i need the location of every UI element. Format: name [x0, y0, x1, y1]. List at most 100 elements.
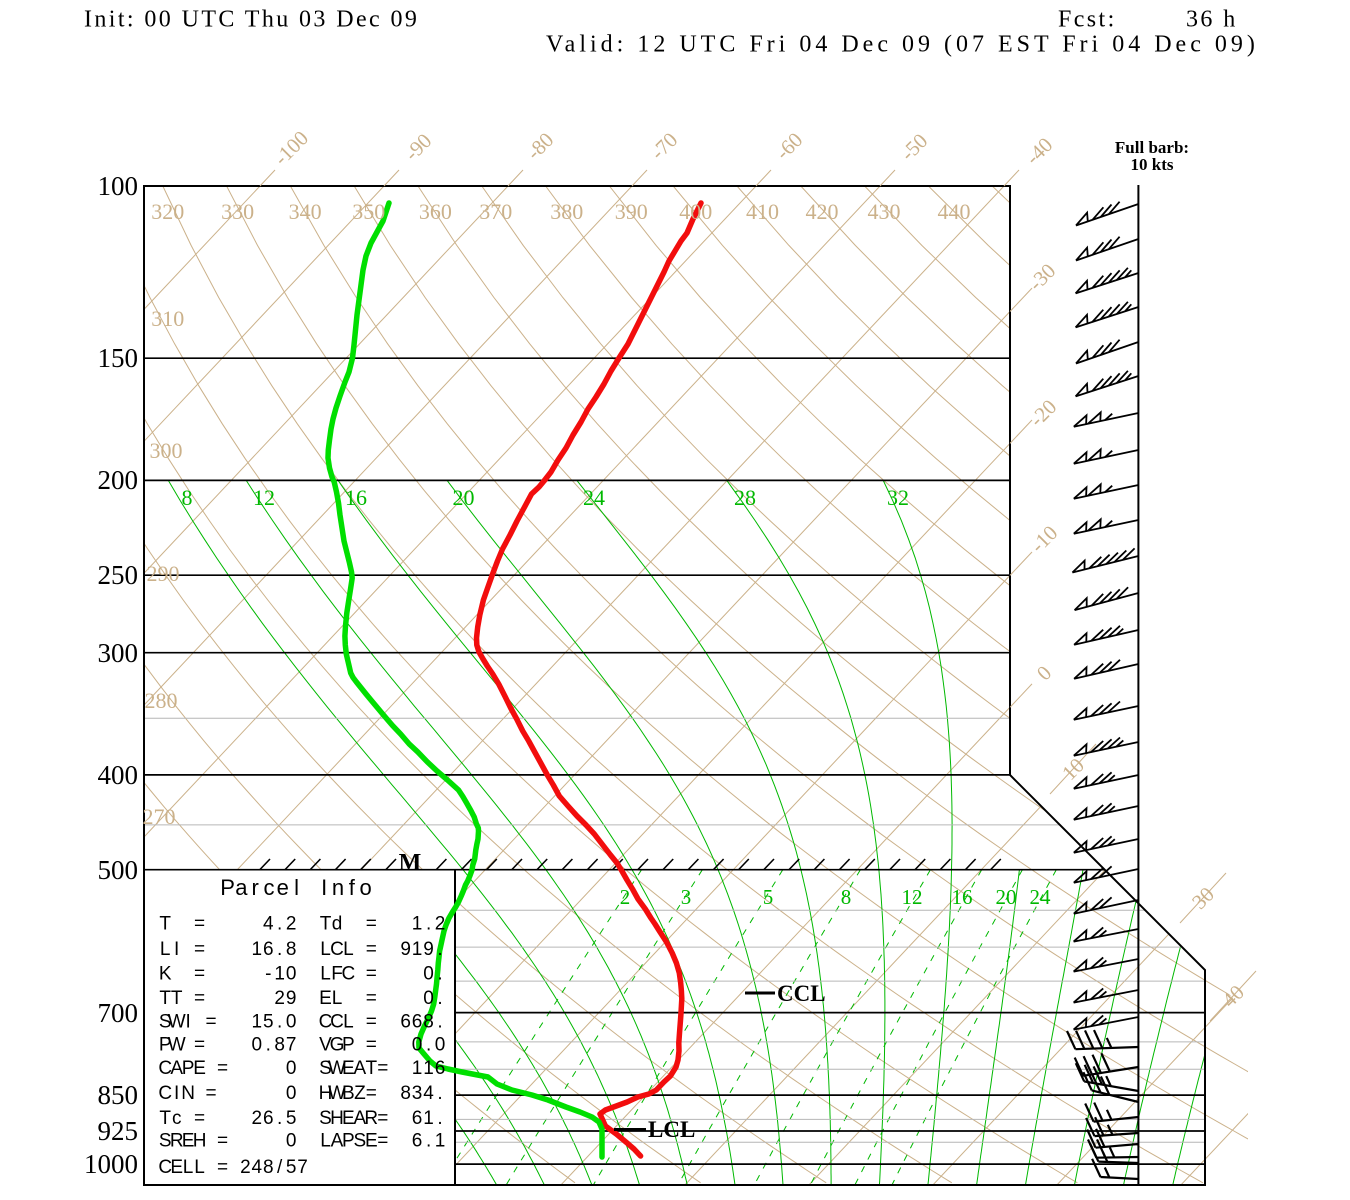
svg-text:=: =	[366, 939, 377, 960]
svg-text:20: 20	[453, 485, 475, 510]
svg-text:L: L	[320, 939, 331, 960]
svg-text:8: 8	[274, 1035, 285, 1056]
svg-text:8: 8	[841, 885, 852, 909]
svg-text:F: F	[331, 964, 343, 985]
svg-text:e: e	[277, 875, 289, 900]
svg-text:.: .	[437, 988, 442, 1009]
svg-text:c: c	[264, 875, 275, 900]
svg-text:.: .	[437, 939, 442, 960]
svg-text:M: M	[399, 850, 422, 876]
svg-text:G: G	[330, 1035, 345, 1056]
svg-text:1: 1	[412, 939, 423, 960]
svg-text:T: T	[320, 914, 332, 935]
svg-text:12: 12	[902, 885, 923, 909]
svg-text:C: C	[158, 1058, 172, 1079]
svg-text:0: 0	[435, 1035, 446, 1056]
svg-text:430: 430	[868, 199, 901, 224]
svg-text:R: R	[364, 1108, 378, 1129]
svg-text:320: 320	[151, 199, 184, 224]
svg-text:7: 7	[286, 1035, 297, 1056]
svg-text:=: =	[366, 988, 377, 1009]
svg-text:C: C	[330, 1011, 344, 1032]
svg-text:0: 0	[412, 1035, 423, 1056]
svg-text:300: 300	[98, 638, 139, 668]
svg-text:6: 6	[412, 1011, 423, 1032]
svg-text:C: C	[330, 939, 344, 960]
svg-text:0: 0	[286, 964, 297, 985]
svg-text:100: 100	[98, 171, 139, 201]
svg-text:C: C	[158, 1083, 172, 1104]
svg-text:350: 350	[352, 199, 385, 224]
svg-text:8: 8	[400, 1083, 411, 1104]
svg-text:440: 440	[938, 199, 971, 224]
svg-text:3: 3	[412, 1083, 423, 1104]
svg-text:W: W	[328, 1083, 346, 1104]
svg-text:E: E	[342, 1058, 355, 1079]
svg-text:6: 6	[412, 1130, 423, 1151]
svg-text:16: 16	[345, 485, 367, 510]
svg-text:1: 1	[274, 964, 285, 985]
svg-text:A: A	[354, 1108, 367, 1129]
svg-text:.: .	[277, 1108, 282, 1129]
svg-text:Init: 00 UTC Thu 03 Dec 09: Init: 00 UTC Thu 03 Dec 09	[84, 7, 419, 33]
svg-text:=: =	[217, 1157, 228, 1178]
svg-text:L: L	[343, 1011, 354, 1032]
svg-text:.: .	[277, 1011, 282, 1032]
svg-text:=: =	[366, 964, 377, 985]
svg-text:n: n	[332, 875, 344, 900]
svg-text:270: 270	[143, 804, 176, 829]
svg-text:L: L	[183, 1157, 194, 1178]
svg-text:I: I	[321, 875, 327, 900]
svg-text:S: S	[354, 1130, 367, 1151]
svg-text:9: 9	[400, 939, 411, 960]
svg-text:T: T	[365, 1058, 377, 1079]
svg-text:4: 4	[252, 1157, 263, 1178]
svg-text:16: 16	[952, 885, 973, 909]
svg-text:S: S	[159, 1130, 172, 1151]
svg-text:E: E	[182, 1130, 195, 1151]
svg-text:H: H	[330, 1108, 344, 1129]
svg-text:H: H	[193, 1130, 207, 1151]
svg-text:A: A	[331, 1130, 344, 1151]
svg-text:280: 280	[145, 688, 178, 713]
svg-text:0: 0	[423, 988, 434, 1009]
svg-text:1: 1	[423, 1108, 434, 1129]
svg-text:K: K	[159, 964, 172, 985]
svg-text:=: =	[194, 964, 205, 985]
svg-text:C: C	[319, 1011, 333, 1032]
svg-text:.: .	[266, 1035, 271, 1056]
svg-text:a: a	[235, 875, 248, 900]
svg-text:T: T	[159, 1108, 171, 1129]
svg-text:28: 28	[734, 485, 756, 510]
svg-text:8: 8	[182, 485, 193, 510]
svg-text:P: P	[342, 1130, 355, 1151]
svg-text:5: 5	[286, 1108, 297, 1129]
svg-text:c: c	[172, 1108, 182, 1129]
svg-text:E: E	[365, 1130, 378, 1151]
svg-text:1: 1	[252, 1011, 263, 1032]
svg-text:o: o	[359, 875, 371, 900]
svg-text:7: 7	[297, 1157, 308, 1178]
svg-text:L: L	[332, 988, 343, 1009]
svg-text:5: 5	[763, 885, 774, 909]
svg-text:.: .	[437, 1083, 442, 1104]
svg-text:360: 360	[419, 199, 452, 224]
svg-text:P: P	[342, 1035, 355, 1056]
svg-text:LCL: LCL	[648, 1117, 695, 1142]
svg-text:20: 20	[996, 885, 1017, 909]
svg-text:3: 3	[681, 885, 692, 909]
svg-text:I: I	[174, 1083, 179, 1104]
svg-text:0: 0	[286, 1130, 297, 1151]
svg-text:330: 330	[221, 199, 254, 224]
svg-text:310: 310	[151, 306, 184, 331]
svg-text:4: 4	[263, 914, 274, 935]
svg-text:E: E	[170, 1157, 183, 1178]
svg-text:8: 8	[263, 1157, 274, 1178]
svg-text:=: =	[217, 1130, 228, 1151]
svg-text:=: =	[366, 1083, 377, 1104]
svg-text:200: 200	[98, 465, 139, 495]
svg-text:700: 700	[98, 998, 139, 1028]
svg-text:150: 150	[98, 343, 139, 373]
svg-text:8: 8	[286, 939, 297, 960]
svg-text:=: =	[194, 939, 205, 960]
